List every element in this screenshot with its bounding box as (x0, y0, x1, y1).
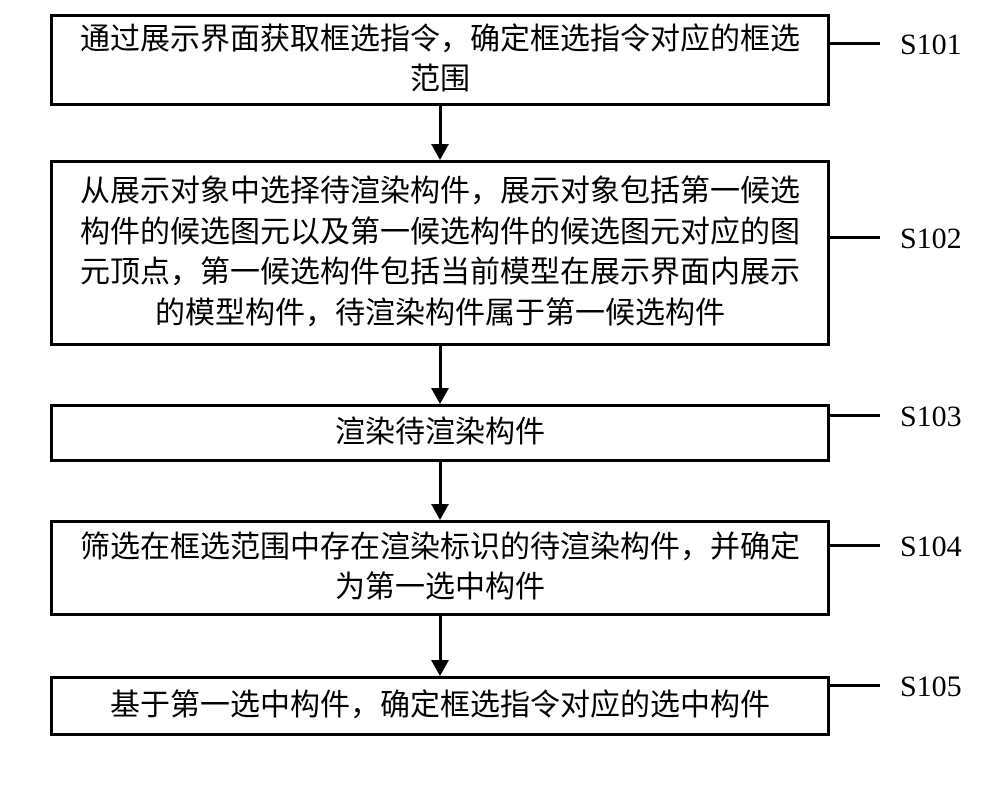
label-connector-s103 (830, 414, 880, 417)
flowchart-canvas: 通过展示界面获取框选指令，确定框选指令对应的框选范围 S101 从展示对象中选择待渲… (0, 0, 1000, 788)
step-label-s103: S103 (900, 400, 962, 434)
arrow-head-s102-s103 (431, 388, 449, 404)
flow-node-s102: 从展示对象中选择待渲染构件，展示对象包括第一候选构件的候选图元以及第一候选构件的… (50, 160, 830, 346)
flow-node-text: 通过展示界面获取框选指令，确定框选指令对应的框选范围 (69, 20, 811, 101)
arrow-head-s101-s102 (431, 144, 449, 160)
arrow-line-s103-s104 (439, 462, 442, 504)
arrow-line-s101-s102 (439, 106, 442, 144)
flow-node-text: 从展示对象中选择待渲染构件，展示对象包括第一候选构件的候选图元以及第一候选构件的… (69, 172, 811, 334)
step-label-s101: S101 (900, 28, 962, 62)
label-connector-s101 (830, 42, 880, 45)
label-connector-s102 (830, 236, 880, 239)
arrow-line-s102-s103 (439, 346, 442, 388)
label-connector-s104 (830, 544, 880, 547)
flow-node-s105: 基于第一选中构件，确定框选指令对应的选中构件 (50, 676, 830, 736)
flow-node-s104: 筛选在框选范围中存在渲染标识的待渲染构件，并确定为第一选中构件 (50, 520, 830, 616)
arrow-line-s104-s105 (439, 616, 442, 660)
step-label-s105: S105 (900, 670, 962, 704)
flow-node-s103: 渲染待渲染构件 (50, 404, 830, 462)
flow-node-text: 基于第一选中构件，确定框选指令对应的选中构件 (69, 686, 811, 727)
step-label-s104: S104 (900, 530, 962, 564)
flow-node-text: 渲染待渲染构件 (69, 413, 811, 454)
label-connector-s105 (830, 684, 880, 687)
step-label-s102: S102 (900, 222, 962, 256)
arrow-head-s104-s105 (431, 660, 449, 676)
flow-node-text: 筛选在框选范围中存在渲染标识的待渲染构件，并确定为第一选中构件 (69, 528, 811, 609)
flow-node-s101: 通过展示界面获取框选指令，确定框选指令对应的框选范围 (50, 14, 830, 106)
arrow-head-s103-s104 (431, 504, 449, 520)
